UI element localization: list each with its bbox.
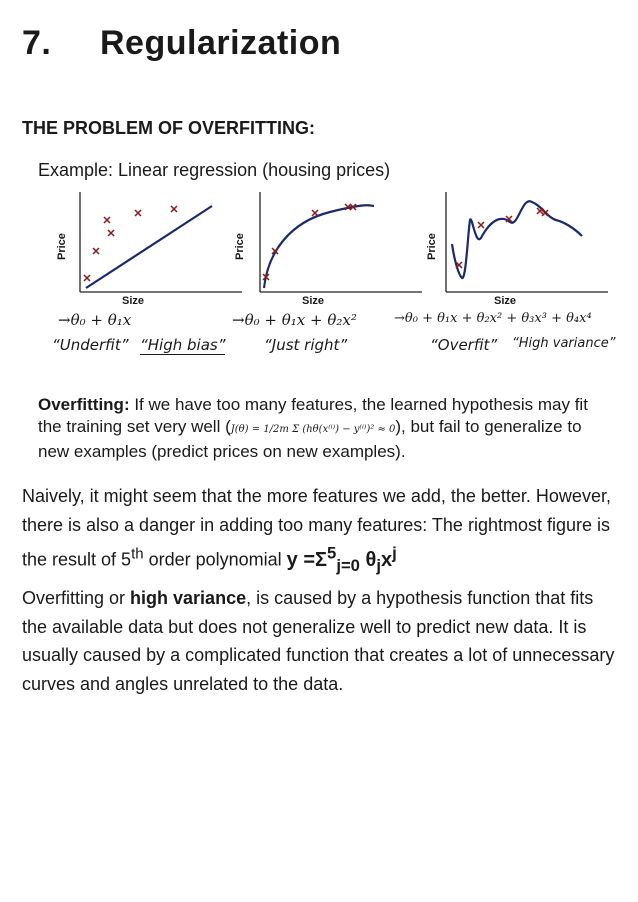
note-just-right: “Just right” — [264, 336, 348, 354]
note-high-variance: “High variance” — [512, 336, 616, 351]
paragraph-naively-text-after: order polynomial — [143, 549, 287, 570]
paragraph-naively-text: Naively, it might seem that the more fea… — [22, 486, 611, 570]
fit-curve — [450, 200, 583, 280]
note-high-bias: “High bias” — [140, 336, 226, 355]
data-points — [83, 205, 178, 282]
plot-underfit-xlabel: Size — [122, 295, 145, 307]
plot-overfit-graphic — [445, 192, 608, 293]
overfitting-label: Overfitting: — [38, 395, 130, 414]
section-title: Regularization — [100, 24, 342, 62]
overfitting-text-2: ), but fail to generalize to new example… — [38, 417, 582, 461]
plot-underfit-ylabel: Price — [56, 233, 68, 260]
plot-underfit-graphic — [79, 192, 242, 293]
paragraph-high-variance: Overfitting or high variance, is caused … — [22, 584, 622, 698]
data-points — [455, 207, 549, 269]
fit-curve — [262, 204, 375, 289]
plot-just-right — [250, 192, 430, 304]
cost-function: J(θ) = 1/2m Σ (hθ(x⁽ⁱ⁾) − y⁽ⁱ⁾)² ≈ 0 — [230, 424, 396, 435]
section-number: 7. — [22, 24, 52, 62]
note-underfit: “Underfit” — [52, 336, 129, 354]
ordinal-suffix: th — [131, 545, 144, 563]
plot-underfit — [70, 192, 250, 304]
example-caption: Example: Linear regression (housing pric… — [38, 160, 391, 180]
fit-line — [85, 205, 213, 289]
plot-just-right-graphic — [259, 192, 422, 293]
high-variance-term: high variance — [130, 588, 247, 608]
note-overfit: “Overfit” — [430, 336, 498, 354]
hypothesis-formula-quadratic: →θ₀ + θ₁x + θ₂x² — [232, 311, 357, 329]
plot-just-right-ylabel: Price — [234, 233, 246, 260]
paragraph-high-variance-text-1: Overfitting or — [22, 588, 131, 608]
plot-just-right-xlabel: Size — [302, 295, 325, 307]
paragraph-naively: Naively, it might seem that the more fea… — [22, 482, 622, 580]
hypothesis-formula-quartic: →θ₀ + θ₁x + θ₂x² + θ₃x³ + θ₄x⁴ — [394, 311, 592, 326]
overfitting-text-1: If we have too many features, the learne… — [38, 395, 588, 436]
data-points — [262, 203, 357, 281]
plot-overfit — [436, 192, 616, 304]
paragraph-high-variance-text-2: , is caused by a hypothesis function tha… — [22, 588, 615, 694]
plot-overfit-xlabel: Size — [494, 295, 517, 307]
hypothesis-formula-linear: →θ₀ + θ₁x — [58, 311, 132, 329]
polynomial-equation: y =Σ5j=0 θjxj — [286, 543, 397, 575]
subsection-heading: THE PROBLEM OF OVERFITTING: — [22, 118, 315, 138]
page-title: 7. Regularization — [22, 24, 341, 63]
overfitting-definition: Overfitting: If we have too many feature… — [38, 394, 603, 463]
plot-overfit-ylabel: Price — [426, 233, 438, 260]
